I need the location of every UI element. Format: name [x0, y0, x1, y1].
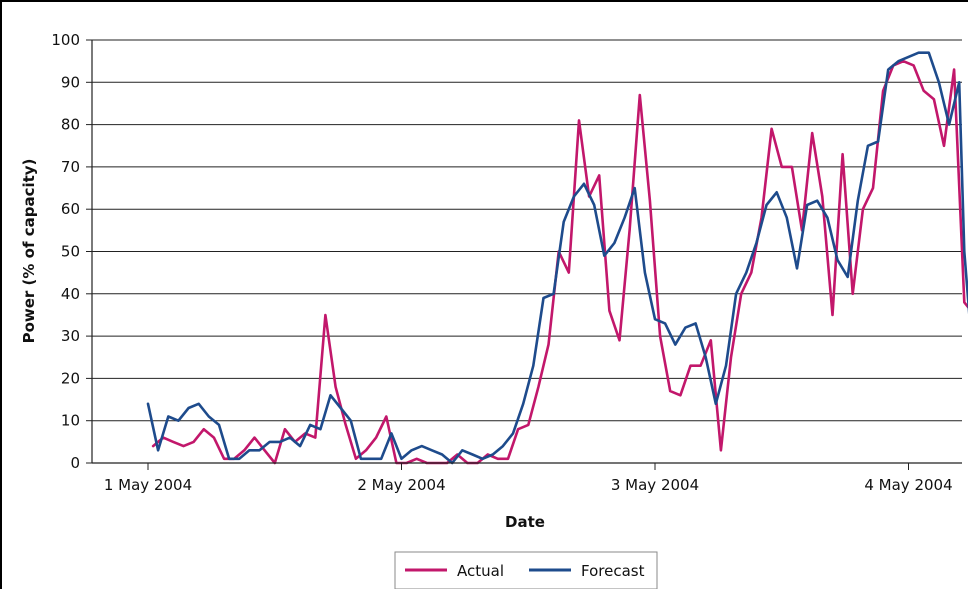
legend: Actual Forecast	[394, 551, 658, 589]
legend-label-forecast: Forecast	[581, 562, 645, 580]
legend-label-actual: Actual	[457, 562, 504, 580]
y-tick-label: 60	[61, 200, 80, 218]
y-axis-title: Power (% of capacity)	[20, 159, 38, 344]
y-tick-label: 90	[61, 73, 80, 91]
y-tick-label: 80	[61, 116, 80, 134]
axes	[91, 40, 962, 470]
x-tick-label: 1 May 2004	[104, 476, 192, 494]
y-tick-label: 50	[61, 243, 80, 261]
y-tick-label: 100	[51, 31, 80, 49]
y-tick-label: 0	[70, 454, 80, 472]
x-tick-label: 3 May 2004	[611, 476, 699, 494]
series-line-forecast	[146, 51, 968, 465]
y-tick-label: 10	[61, 412, 80, 430]
y-tick-label: 20	[61, 369, 80, 387]
x-tick-labels: 1 May 2004 2 May 2004 3 May 2004 4 May 2004…	[104, 476, 953, 494]
y-tick-label: 30	[61, 327, 80, 345]
y-tick-label: 70	[61, 158, 80, 176]
x-tick-label: 2 May 2004	[357, 476, 445, 494]
y-tick-label: 40	[61, 285, 80, 303]
x-axis-title: Date	[505, 513, 545, 531]
series-line-actual	[151, 59, 968, 465]
series-lines	[146, 51, 968, 465]
y-tick-labels: 0 10 20 30 40 50 60 70 80 90 100	[51, 31, 80, 472]
x-tick-label: 4 May 2004	[864, 476, 952, 494]
